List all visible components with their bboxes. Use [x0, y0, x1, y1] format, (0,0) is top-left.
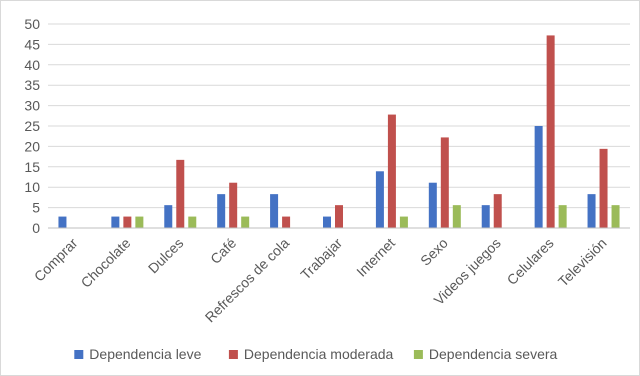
legend-swatch: [74, 350, 84, 359]
bar: [440, 137, 449, 228]
y-tick-label: 25: [24, 118, 40, 134]
y-tick-label: 10: [24, 179, 40, 195]
y-tick-label: 15: [24, 159, 40, 175]
y-tick-label: 0: [32, 220, 40, 236]
legend-swatch: [413, 350, 423, 359]
bar: [481, 205, 490, 228]
bar: [335, 205, 343, 228]
y-tick-label: 50: [24, 16, 40, 32]
bar: [375, 171, 384, 228]
legend-label: Dependencia moderada: [244, 346, 394, 362]
bar: [399, 216, 408, 228]
y-tick-label: 30: [24, 98, 40, 114]
y-tick-label: 40: [24, 57, 40, 73]
bar: [111, 216, 120, 228]
legend-swatch: [228, 350, 238, 359]
bar: [493, 194, 502, 228]
y-tick-label: 20: [24, 138, 40, 154]
bar: [270, 194, 279, 228]
bars: [58, 35, 620, 229]
legend-label: Dependencia severa: [429, 346, 558, 362]
bar: [546, 35, 555, 229]
bar: [558, 205, 567, 228]
bar: [452, 205, 461, 228]
bar: [323, 216, 331, 228]
bar: [599, 148, 608, 228]
bar: [217, 194, 226, 228]
y-tick-label: 35: [24, 77, 40, 93]
gridlines: [48, 23, 630, 209]
y-axis-ticks: 0 5 10 15 20 25 30 35 40 45 50: [24, 16, 40, 236]
bar: [123, 216, 132, 228]
bar: [135, 216, 144, 228]
bar: [188, 216, 197, 228]
bar: [176, 159, 185, 228]
bar: [587, 194, 596, 228]
bar: [428, 182, 437, 228]
legend-label: Dependencia leve: [89, 346, 201, 362]
bar: [282, 216, 291, 228]
bar: [534, 126, 543, 228]
bar: [229, 182, 238, 228]
legend: Dependencia leve Dependencia moderada Depe…: [74, 346, 558, 362]
bar: [611, 205, 620, 228]
bar: [387, 114, 396, 228]
y-tick-label: 5: [32, 200, 40, 216]
bar: [58, 216, 67, 228]
bar: [164, 205, 173, 228]
y-tick-label: 45: [24, 36, 40, 52]
bar: [241, 216, 250, 228]
